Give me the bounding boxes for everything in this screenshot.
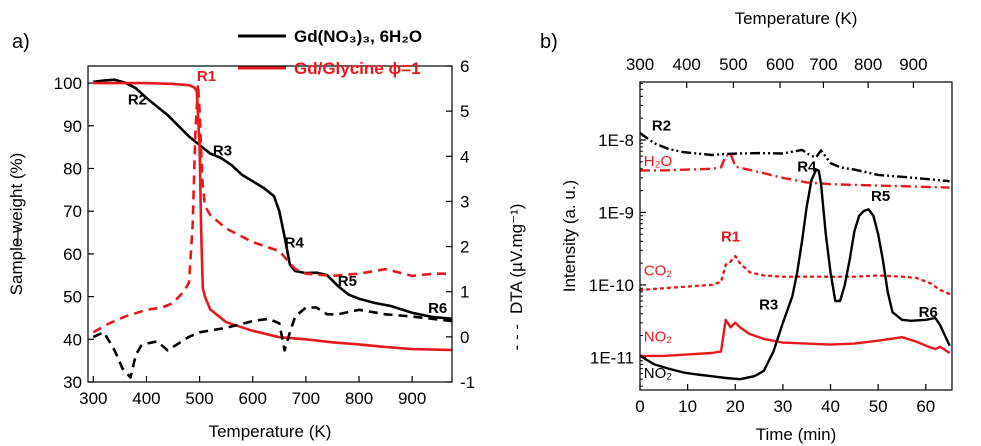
- panel-b-x-tick-label: 30: [773, 397, 792, 416]
- panel-a-series-1: [93, 81, 453, 352]
- panel-b-x-tick-label: 0: [635, 397, 644, 416]
- panel-a-right-y-tick-label: 0: [460, 328, 469, 347]
- panel-a-annotation: R2: [128, 91, 147, 108]
- panel-b-annotation: R3: [759, 296, 778, 313]
- panel-b-annotation: R4: [797, 158, 817, 175]
- panel-a-x-tick-label: 500: [185, 389, 213, 408]
- panel-b-top-axis-title: Temperature (K): [735, 9, 858, 28]
- panel-a-right-axis-marker: - - -: [507, 324, 526, 350]
- panel-b-annotation: R2: [652, 118, 671, 135]
- panel-a-label: a): [12, 31, 30, 53]
- panel-a-left-y-tick-label: 50: [63, 288, 82, 307]
- panel-a-left-y-tick-label: 70: [63, 202, 82, 221]
- panel-a-x-tick-label: 900: [398, 389, 426, 408]
- panel-a-series-3: [92, 82, 452, 334]
- panel-b-annotation: R1: [721, 228, 740, 245]
- panel-b-top-tick-label: 300: [626, 55, 654, 74]
- panel-b-y-tick-label: 1E-11: [590, 348, 634, 367]
- panel-a-legend: Gd(NO₃)₃, 6H₂O Gd/Glycine ϕ=1: [238, 27, 422, 78]
- legend-label-gd-glycine: Gd/Glycine ϕ=1: [294, 59, 421, 78]
- panel-a-left-y-tick-label: 90: [63, 117, 82, 136]
- panel-a-tick-labels: 300 400 500 600 700 800 90030405060708090100-1…: [54, 57, 476, 408]
- panel-b-annotation: H₂O: [644, 153, 672, 170]
- legend-label-gd-nitrate: Gd(NO₃)₃, 6H₂O: [294, 27, 422, 46]
- panel-b-series-0: [639, 132, 950, 183]
- panel-a-annotation: R1: [197, 68, 216, 85]
- panel-a-right-axis-title: DTA (µV.mg⁻¹): [507, 204, 526, 314]
- panel-b-label: b): [540, 31, 558, 53]
- panel-a-x-tick-label: 600: [239, 389, 267, 408]
- panel-b-y-axis-title: Intensity (a. u.): [560, 180, 579, 292]
- panel-b-tick-labels: 0 10 20 30 40 50 60 300 400 500 600 700 800 900 1E-11 1…: [589, 55, 936, 416]
- panel-b-x-tick-label: 20: [726, 397, 745, 416]
- panel-a-series: [92, 78, 453, 379]
- panel-a-x-tick-label: 400: [132, 389, 160, 408]
- panel-b-annotation: NO₂: [644, 365, 673, 382]
- panel-b-x-tick-label: 40: [821, 397, 840, 416]
- panel-a-series-2: [92, 306, 453, 379]
- panel-b-top-tick-label: 700: [809, 55, 837, 74]
- panel-b-series-1: [640, 152, 950, 189]
- panel-b-top-tick-label: 600: [766, 55, 794, 74]
- panel-b-top-tick-label: 400: [672, 55, 700, 74]
- panel-b-annotation: CO₂: [644, 262, 673, 279]
- panel-b-top-tick-label: 800: [854, 55, 882, 74]
- panel-a-left-y-tick-label: 30: [63, 373, 82, 392]
- panel-a-series-0: [93, 78, 453, 321]
- panel-a-x-axis-title: Temperature (K): [209, 422, 332, 441]
- panel-b-plot-frame: [639, 81, 953, 391]
- panel-a-left-y-tick-label: 60: [63, 245, 82, 264]
- panel-a-right-y-tick-label: 3: [460, 192, 469, 211]
- panel-a-right-y-tick-label: 4: [460, 147, 469, 166]
- panel-a-right-y-tick-label: 5: [460, 102, 469, 121]
- panel-b-y-tick-label: 1E-9: [598, 203, 634, 222]
- panel-a-annotation: R6: [428, 300, 447, 317]
- panel-a-left-axis-marker: —: [7, 227, 26, 244]
- panel-b-series-2: [638, 254, 951, 296]
- panel-b-x-tick-label: 60: [916, 397, 935, 416]
- panel-a-right-y-tick-label: 1: [460, 283, 469, 302]
- panel-a-right-y-tick-label: 6: [460, 57, 469, 76]
- panel-a-plot-frame: [87, 65, 453, 383]
- panel-b-x-tick-label: 10: [678, 397, 697, 416]
- panel-a-right-y-tick-label: 2: [460, 238, 469, 257]
- panel-a-right-y-tick-label: -1: [460, 373, 475, 392]
- panel-b-top-tick-label: 900: [899, 55, 927, 74]
- panel-b-annotation: R6: [919, 304, 938, 321]
- panel-a-annotations: R1 R2 R3 R4 R5 R6: [128, 68, 447, 317]
- panel-b-top-tick-label: 500: [719, 55, 747, 74]
- panel-a-x-tick-label: 300: [79, 389, 107, 408]
- panel-b-annotations: R2 H₂O R4 R1 CO₂ R5 R3 R6 NO₂ NO₂: [644, 118, 938, 382]
- panel-b-annotation: NO₂: [644, 329, 673, 346]
- panel-a-left-y-tick-label: 100: [54, 74, 82, 93]
- panel-b-x-axis-title: Time (min): [756, 425, 837, 444]
- panel-a-left-axis-title: Sample weight (%): [7, 153, 26, 296]
- panel-b-series-3: [640, 318, 951, 358]
- panel-b-x-tick-label: 50: [869, 397, 888, 416]
- panel-a: a) 300 400 500 600 700 800 9003040506070809010…: [7, 27, 526, 441]
- panel-a-left-y-tick-label: 40: [63, 330, 82, 349]
- panel-b-annotation: R5: [871, 188, 890, 205]
- panel-a-x-tick-label: 700: [292, 389, 320, 408]
- panel-a-x-tick-label: 800: [345, 389, 373, 408]
- panel-b-y-tick-label: 1E-10: [589, 276, 634, 295]
- panel-b: b) 0 10 20 30 40 50 60 300 400 500 600 700 800 900 1E-…: [540, 9, 953, 444]
- panel-a-annotation: R5: [338, 273, 357, 290]
- panel-b-y-tick-label: 1E-8: [598, 131, 634, 150]
- panel-b-series: [638, 132, 951, 381]
- panel-a-annotation: R4: [285, 234, 305, 251]
- panel-b-series-4: [639, 168, 951, 381]
- panel-a-annotation: R3: [213, 143, 232, 160]
- panel-a-left-y-tick-label: 80: [63, 159, 82, 178]
